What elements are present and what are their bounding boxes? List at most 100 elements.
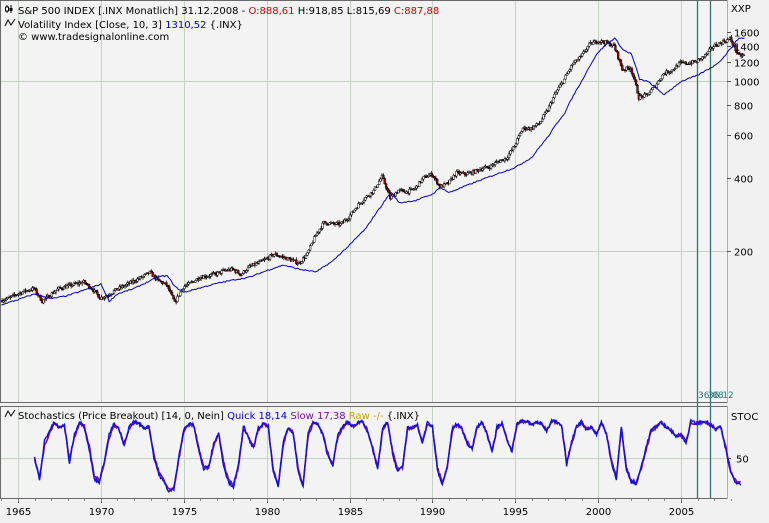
candle-body [743,55,745,56]
candle-body [373,190,375,193]
candle-body [464,173,466,175]
candle-body [385,184,387,188]
candle-body [731,38,733,42]
legend-text: Stochastics (Price Breakout) [14, 0, Nei… [18,411,227,422]
legend-line: Stochastics (Price Breakout) [14, 0, Nei… [4,409,420,423]
candle-body [172,295,174,299]
candle-body [652,88,654,90]
legend-text: © www.tradesignalonline.com [18,32,169,43]
candle-body [184,286,186,288]
candle-body [364,197,366,200]
candle-body [556,90,558,92]
price-tick-label: 200 [734,248,753,259]
candle-body [431,173,433,176]
candle-body [555,92,557,94]
candle-body [311,244,313,246]
legend-text: Raw -/- [349,411,384,422]
candle-body [449,180,451,184]
candle-body [168,287,170,291]
x-tick-label: 2000 [586,507,611,518]
candle-body [22,292,24,294]
candle-body [707,51,709,54]
candle-body [559,85,561,87]
legend-text: Volatility Index [Close, 10, 3] [18,20,165,31]
candle-body [88,284,90,288]
line-icon [4,18,18,32]
candle-body [592,42,594,44]
candle-body [247,267,249,270]
legend-text: O:888,61 [248,6,294,17]
candle-body [634,77,636,80]
price-axis-title: XXP [731,4,751,15]
candle-body [378,181,380,184]
candle-body [313,236,315,242]
price-tick-label: 400 [734,175,753,186]
candle-icon [4,4,18,18]
x-tick-label: 1970 [89,507,114,518]
x-tick-label: 1990 [420,507,445,518]
candle-body [308,250,310,253]
candle-body [40,296,42,301]
candle-body [736,51,738,53]
candle-body [273,254,275,256]
candle-body [305,255,307,258]
line-icon [4,409,18,423]
price-legend: S&P 500 INDEX [.INX Monatlich] 31.12.200… [4,4,439,44]
candle-body [403,190,405,192]
candle-body [322,223,324,228]
legend-text: 1310,52 [165,20,206,31]
candle-body [637,85,639,93]
x-tick-label: 1975 [172,507,197,518]
candle-body [697,59,699,62]
candle-body [269,255,271,259]
candle-body [171,292,173,295]
candle-body [650,90,652,93]
legend-text: C:887,88 [394,6,439,17]
candle-body [565,75,567,79]
candle-body [519,133,521,135]
candle-body [544,113,546,115]
candle-body [391,196,393,199]
candle-body [177,296,179,302]
x-tick-label: 1965 [6,507,31,518]
candle-body [316,233,318,235]
price-tick-label: 600 [734,132,753,143]
candle-body [436,179,438,184]
candle-body [515,144,517,147]
candle-body [588,43,590,46]
stochastics-axis-title: STOC [731,412,758,423]
legend-text: H:918,85 L:815,69 [295,6,394,17]
candle-body [554,94,556,98]
candle-body [276,254,278,256]
x-tick-label: 1980 [255,507,280,518]
stochastics-tick-label: 50 [736,455,749,466]
candle-body [585,49,587,51]
candle-body [384,178,386,183]
candle-body [363,200,365,202]
candle-body [494,162,496,164]
candle-body [577,59,579,61]
candle-body [409,189,411,193]
candle-body [548,106,550,111]
candle-body [422,177,424,179]
x-tick-label: 2005 [669,507,694,518]
candle-body [543,115,545,119]
candle-body [570,65,572,69]
candle-body [166,283,168,286]
candle-body [620,60,622,65]
candle-body [518,136,520,139]
candle-body [579,57,581,59]
candle-body [221,271,223,274]
candle-body [380,179,382,181]
candle-body [500,160,502,162]
legend-text: S&P 500 INDEX [.INX Monatlich] 31.12.200… [18,6,248,17]
legend-line: S&P 500 INDEX [.INX Monatlich] 31.12.200… [4,4,439,18]
candle-body [387,188,389,190]
candle-body [522,128,524,131]
candle-body [353,210,355,212]
candle-body [581,54,583,57]
candle-body [195,280,197,282]
candle-body [66,286,68,289]
